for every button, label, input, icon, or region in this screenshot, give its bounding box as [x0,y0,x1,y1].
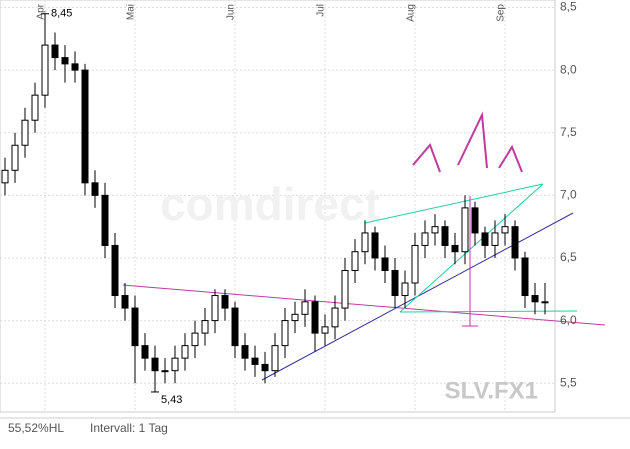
candle-body [431,226,439,234]
candle-body [461,207,469,253]
candle-body [41,44,49,96]
candle-body [481,232,489,246]
candle-body [541,301,549,304]
candle-body [51,44,59,59]
candle-body [151,357,159,372]
x-tick-label: Jul [316,4,327,17]
candle-body [121,295,129,309]
pattern-mark [498,144,523,173]
candle-body [291,313,299,322]
candle-body [141,345,149,359]
footer-right: Intervall: 1 Tag [90,421,168,435]
candle-body [221,295,229,309]
candle-body [101,194,109,246]
x-tick-label: Sep [496,4,507,22]
candle-body [311,301,319,334]
y-tick-label: 7,0 [560,188,577,202]
trendlines [122,111,606,381]
candle-body [451,244,459,253]
candle-body [491,232,499,246]
watermark: comdirect [160,178,380,230]
candle-body [501,226,509,234]
candle-body [411,244,419,284]
candle-body [81,69,89,184]
y-tick-label: 6,5 [560,250,577,264]
candle-body [161,370,169,373]
symbol: SLV.FX1 [445,377,538,404]
x-tick-label: Apr [36,3,47,19]
candle-body [281,320,289,347]
candle-body [171,357,179,372]
candle-body [341,269,349,309]
candle-body [331,307,339,328]
y-tick-label: 8,5 [560,0,577,14]
candle-body [511,226,519,259]
candle-body [531,295,539,303]
candle-body [351,251,359,271]
candle-body [231,307,239,347]
candle-body [1,169,9,184]
y-tick-label: 7,5 [560,125,577,139]
candle-body [471,207,479,234]
candle-body [91,182,99,196]
trendline [364,183,544,224]
candle-body [321,326,329,334]
pattern-mark [457,111,488,169]
candle-body [381,257,389,271]
annotation: 8,45 [51,8,72,20]
candle-body [241,345,249,359]
trendline [122,284,606,326]
candle-body [371,232,379,259]
footer-left: 55,52%HL [8,421,64,435]
trendline [399,310,578,313]
candle-body [261,363,269,372]
candle-body [211,295,219,322]
candle-body [71,63,79,71]
candle-body [201,320,209,334]
candle-body [191,332,199,347]
x-tick-label: Mai [126,4,137,20]
candle-body [11,144,19,171]
annotation: 5,43 [161,394,182,406]
candle-body [131,307,139,347]
y-tick-label: 8,0 [560,62,577,76]
x-tick-label: Jun [226,4,237,20]
trendline [399,183,544,313]
y-tick-label: 5,5 [560,375,577,389]
candle-body [391,269,399,297]
candle-body [271,345,279,372]
candle-body [441,226,449,246]
candle-body [361,232,369,253]
y-tick-label: 6,0 [560,313,577,327]
candle-body [301,301,309,315]
pattern-mark [412,143,441,173]
x-tick-label: Aug [406,4,417,22]
candle-body [111,244,119,297]
candle-body [251,357,259,365]
candle-body [401,282,409,297]
candle-body [31,94,39,121]
candle-body [181,345,189,359]
candle-body [421,232,429,246]
candle-body [521,257,529,297]
candle-body [21,119,29,146]
candle-body [61,57,69,65]
plot-frame [0,0,556,413]
